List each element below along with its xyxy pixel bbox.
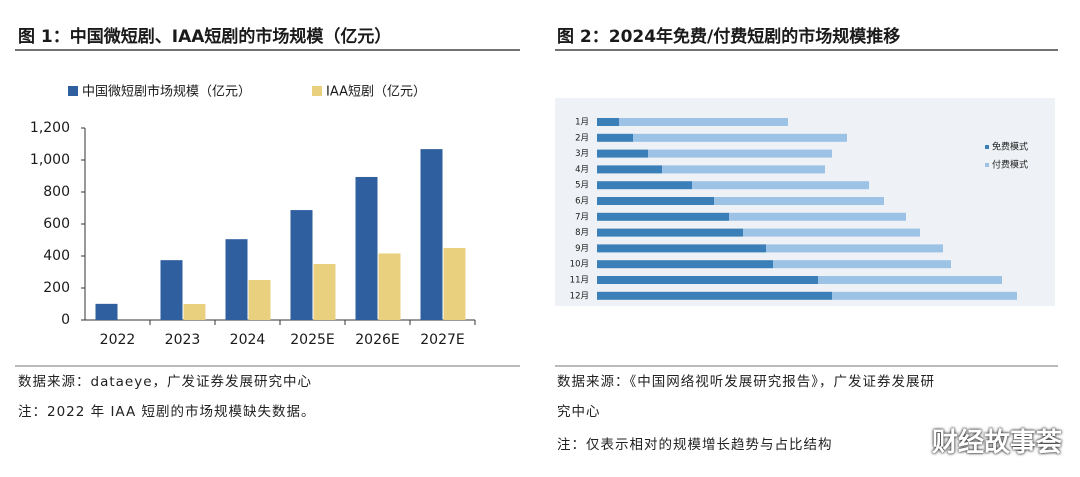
y-tick-label: 600: [43, 216, 70, 232]
x-tick-label: 2024: [230, 332, 266, 348]
y-tick-label: 11月: [570, 276, 589, 286]
y-tick-label: 2月: [575, 133, 589, 143]
y-tick-label: 1月: [575, 118, 589, 128]
y-tick-label: 4月: [575, 165, 589, 175]
bar: [313, 264, 336, 320]
x-tick-label: 2022: [100, 332, 136, 348]
legend-label: IAA短剧（亿元）: [326, 85, 426, 100]
y-tick-label: 1,200: [30, 120, 70, 136]
bar-segment: [662, 165, 825, 174]
bar: [420, 149, 443, 320]
bar-segment: [832, 291, 1017, 300]
bar-segment: [597, 181, 692, 190]
bar-segment: [597, 197, 714, 205]
bar: [443, 248, 466, 320]
bar-segment: [597, 133, 633, 142]
y-tick-label: 200: [43, 280, 70, 296]
legend-swatch: [68, 86, 78, 96]
source-note: 数据来源：《中国网络视听发展研究报告》，广发证券发展研究中心: [557, 374, 935, 420]
bar: [183, 304, 206, 320]
bar-segment: [597, 276, 818, 284]
legend-swatch: [985, 163, 989, 167]
legend-label: 免费模式: [992, 141, 1028, 153]
bar: [290, 210, 313, 320]
bar-segment: [597, 165, 662, 174]
bar-segment: [597, 291, 832, 300]
y-tick-label: 7月: [575, 212, 589, 222]
y-tick-label: 6月: [575, 197, 589, 207]
bar-segment: [597, 260, 773, 269]
bar: [248, 280, 271, 320]
bar-segment: [766, 244, 943, 253]
y-tick-label: 9月: [575, 244, 589, 254]
legend-swatch: [312, 86, 322, 96]
bar-segment: [619, 118, 788, 126]
legend-label: 付费模式: [992, 159, 1028, 171]
y-tick-label: 10月: [570, 260, 589, 270]
bar-segment: [714, 197, 884, 205]
bar: [160, 260, 183, 320]
bar-segment: [597, 228, 743, 237]
source-note: 数据来源：dataeye，广发证券发展研究中心: [18, 374, 313, 390]
legend-label: 中国微短剧市场规模（亿元）: [82, 84, 251, 100]
legend-swatch: [985, 145, 989, 149]
x-tick-label: 2026E: [355, 332, 399, 348]
footnote: 注：2022 年 IAA 短剧的市场规模缺失数据。: [18, 404, 316, 420]
y-tick-label: 5月: [575, 181, 589, 191]
bar-segment: [648, 149, 832, 158]
y-tick-label: 1,000: [30, 152, 70, 168]
bar-segment: [692, 181, 869, 190]
bar: [225, 239, 248, 320]
y-tick-label: 12月: [570, 291, 589, 301]
chart-title: 图 2：2024年免费/付费短剧的市场规模推移: [557, 27, 901, 47]
chart-title: 图 1：中国微短剧、IAA短剧的市场规模（亿元）: [18, 27, 392, 47]
y-tick-label: 8月: [575, 228, 589, 238]
bar-segment: [773, 260, 951, 269]
y-tick-label: 0: [61, 312, 70, 328]
y-tick-label: 800: [43, 184, 70, 200]
bar: [355, 176, 378, 320]
bar-segment: [743, 228, 920, 237]
y-tick-label: 3月: [575, 149, 589, 159]
bar-segment: [597, 118, 619, 126]
bar: [95, 303, 118, 320]
y-tick-label: 400: [43, 248, 70, 264]
bar: [378, 253, 401, 320]
footnote: 注：仅表示相对的规模增长趋势与占比结构: [557, 437, 833, 453]
bar-segment: [597, 212, 729, 221]
watermark: 财经故事荟: [931, 428, 1062, 458]
bar-segment: [729, 212, 906, 221]
bar-segment: [633, 133, 847, 142]
x-tick-label: 2023: [165, 332, 201, 348]
x-tick-label: 2027E: [420, 332, 464, 348]
bar-segment: [597, 244, 766, 253]
bar-segment: [597, 149, 648, 158]
x-tick-label: 2025E: [290, 332, 334, 348]
bar-segment: [818, 276, 1002, 284]
